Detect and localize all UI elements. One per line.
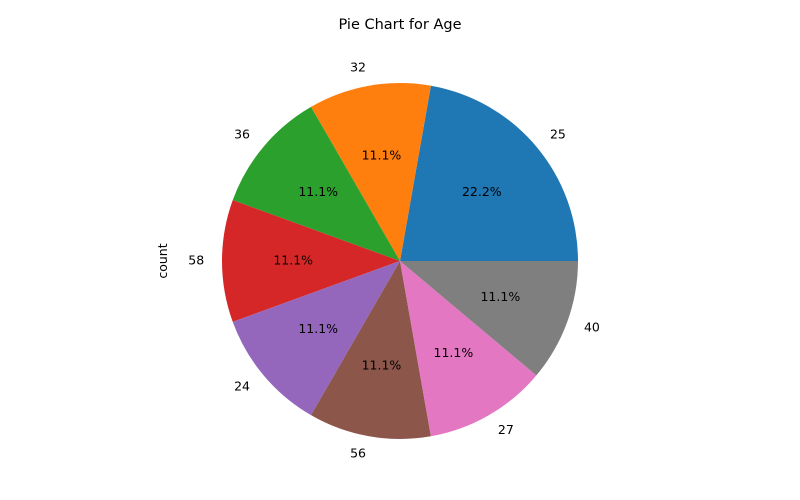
slice-label-25: 25 bbox=[550, 127, 566, 142]
pie-slice-32 bbox=[311, 83, 431, 261]
slice-percent-40: 11.1% bbox=[480, 289, 520, 304]
slice-percent-56: 11.1% bbox=[362, 358, 402, 373]
pie-slice-56 bbox=[311, 261, 431, 439]
slice-percent-24: 11.1% bbox=[298, 321, 338, 336]
pie-slices bbox=[222, 83, 578, 439]
slice-label-36: 36 bbox=[234, 127, 250, 142]
slice-label-56: 56 bbox=[350, 445, 366, 460]
slice-percent-27: 11.1% bbox=[434, 345, 474, 360]
slice-label-24: 24 bbox=[234, 378, 250, 393]
pie-slice-58 bbox=[222, 200, 400, 322]
slice-percent-36: 11.1% bbox=[298, 184, 338, 199]
slice-label-40: 40 bbox=[584, 319, 600, 334]
slice-label-32: 32 bbox=[350, 60, 366, 75]
y-axis-label: count bbox=[155, 243, 170, 278]
slice-label-58: 58 bbox=[188, 253, 204, 268]
pie-labels: 25 22.2% 32 11.1% 36 11.1% 58 11.1% 24 11.1% 56 11.… bbox=[188, 60, 600, 461]
slice-label-27: 27 bbox=[498, 422, 514, 437]
chart-title: Pie Chart for Age bbox=[338, 17, 461, 33]
slice-percent-32: 11.1% bbox=[362, 147, 402, 162]
slice-percent-58: 11.1% bbox=[273, 253, 313, 268]
pie-slice-40 bbox=[400, 261, 578, 376]
slice-percent-25: 22.2% bbox=[462, 184, 502, 199]
pie-slice-27 bbox=[400, 261, 537, 437]
pie-slice-24 bbox=[232, 261, 400, 416]
pie-slice-25 bbox=[400, 85, 578, 261]
pie-slice-36 bbox=[232, 106, 400, 262]
